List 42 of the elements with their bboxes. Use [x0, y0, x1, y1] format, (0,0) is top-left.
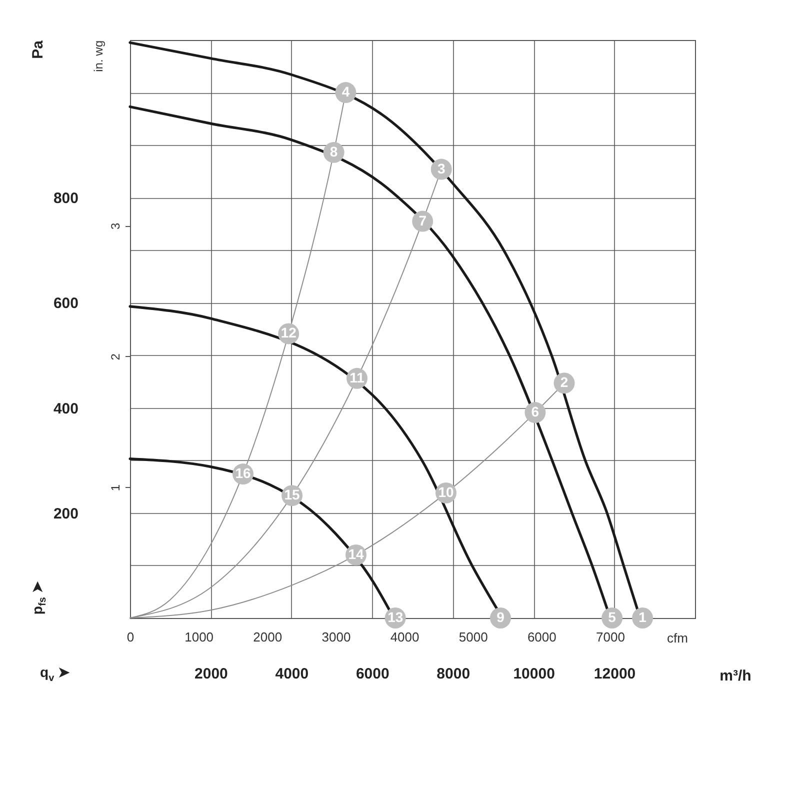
annotation: 7: [418, 212, 427, 228]
y-tick-label: 400: [53, 400, 78, 418]
annotation: 1: [638, 609, 647, 625]
x-tick-label: 10000: [513, 666, 555, 682]
y2-tick-label: 3: [108, 222, 122, 230]
x-tick-label: 12000: [594, 666, 636, 682]
x2-tick-label: 3000: [322, 630, 351, 644]
x-tick-label: 8000: [436, 666, 470, 682]
y-axis-title: Pa: [29, 40, 46, 59]
x2-tick-label: 5000: [458, 630, 488, 644]
annotation: 14: [348, 546, 364, 562]
y2-tick-label: 2: [108, 353, 122, 360]
y2-tick-label: 1: [108, 484, 122, 492]
y2-axis-title: in. wg: [92, 40, 106, 72]
annotation: 12: [280, 324, 297, 341]
x2-tick-label: 4000: [390, 630, 420, 644]
annotation: 15: [284, 486, 300, 503]
annotation: 4: [342, 84, 350, 100]
annotation: 13: [388, 609, 404, 625]
annotation: 6: [531, 404, 540, 420]
annotation: 10: [438, 484, 454, 500]
x2-tick-label: 7000: [596, 630, 625, 644]
x2-tick-label: 1000: [184, 630, 214, 644]
annotation: 2: [560, 374, 568, 390]
annotation: 9: [496, 609, 505, 625]
annotation: 3: [437, 160, 446, 176]
y-tick-label: 600: [53, 295, 78, 312]
annotation: 8: [330, 143, 338, 160]
y-tick-label: 800: [53, 190, 78, 208]
x-tick-label: 4000: [275, 666, 309, 682]
x-axis-title: m³/h: [720, 668, 752, 684]
y-tick-label: 200: [53, 505, 78, 522]
x-tick-label: 6000: [356, 666, 390, 682]
x-tick-label: 2000: [194, 666, 228, 682]
annotation: 16: [235, 465, 251, 482]
x2-tick-label: 2000: [253, 630, 282, 644]
annotation: 5: [608, 609, 616, 625]
x2-tick-label: 0: [126, 630, 134, 644]
text: q$_{v}$ ➤: [40, 664, 70, 684]
x2-axis-title: cfm: [667, 630, 688, 646]
annotation: 11: [350, 369, 365, 386]
x2-tick-label: 6000: [527, 630, 556, 644]
